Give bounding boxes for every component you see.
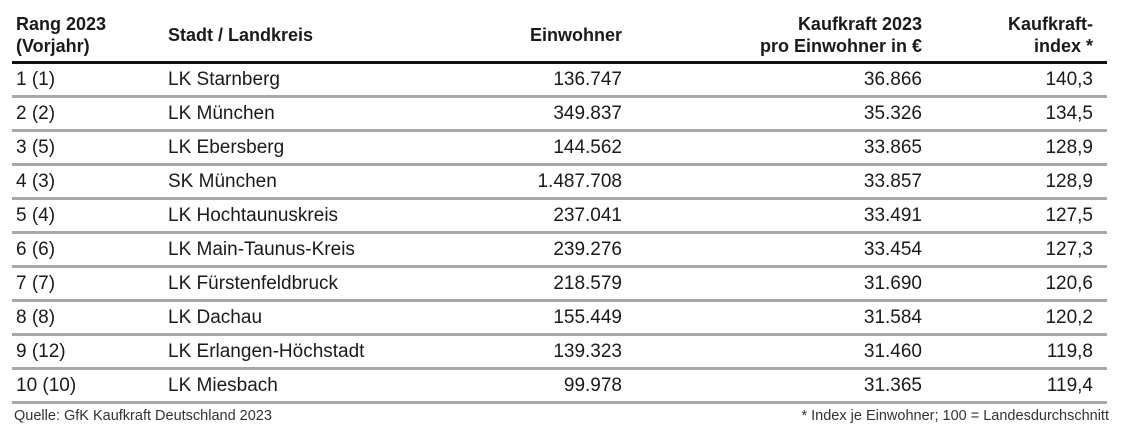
city-cell: LK Starnberg (168, 68, 280, 90)
header-rank-line1: Rang 2023 (16, 13, 107, 34)
kaufkraft-cell: 33.857 (863, 170, 922, 192)
header-index-line2: index * (1033, 35, 1093, 56)
city-cell: LK Main-Taunus-Kreis (168, 238, 355, 260)
kaufkraft-cell: 31.365 (863, 374, 922, 396)
kaufkraft-cell: 35.326 (863, 102, 922, 124)
rank-cell: 7 (7) (16, 272, 56, 294)
index-cell: 128,9 (1045, 170, 1093, 192)
index-footnote: * Index je Einwohner; 100 = Landesdurchs… (801, 408, 1109, 424)
rank-cell: 8 (8) (16, 306, 56, 328)
kaufkraft-cell: 36.866 (863, 68, 922, 90)
header-index-line1: Kaufkraft- (1007, 13, 1093, 34)
header-rank-line2: (Vorjahr) (16, 35, 90, 56)
index-cell: 120,6 (1045, 272, 1093, 294)
table-row: 7 (7) LK Fürstenfeldbruck 218.579 31.690 120… (12, 268, 1107, 302)
population-cell: 144.562 (553, 136, 622, 158)
rank-cell: 9 (12) (16, 340, 66, 362)
city-cell: LK Dachau (168, 306, 263, 328)
header-population: Einwohner (482, 8, 622, 61)
city-cell: LK Erlangen-Höchstadt (168, 340, 365, 362)
table-row: 6 (6) LK Main-Taunus-Kreis 239.276 33.454 12… (12, 234, 1107, 268)
kaufkraft-cell: 33.454 (863, 238, 922, 260)
source-note: Quelle: GfK Kaufkraft Deutschland 2023 (14, 408, 272, 424)
header-kaufkraft: Kaufkraft 2023 pro Einwohner in € (622, 8, 922, 61)
population-cell: 136.747 (553, 68, 622, 90)
table-row: 8 (8) LK Dachau 155.449 31.584 120,2 (12, 302, 1107, 336)
city-cell: LK Miesbach (168, 374, 278, 396)
rank-cell: 1 (1) (16, 68, 56, 90)
kaufkraft-cell: 31.690 (863, 272, 922, 294)
table-row: 1 (1) LK Starnberg 136.747 36.866 140,3 (12, 64, 1107, 98)
population-cell: 99.978 (563, 374, 622, 396)
header-rank: Rang 2023 (Vorjahr) (12, 8, 162, 61)
rank-cell: 4 (3) (16, 170, 56, 192)
city-cell: LK Fürstenfeldbruck (168, 272, 339, 294)
header-kaufkraft-line1: Kaufkraft 2023 (797, 13, 922, 34)
header-kaufkraft-line2: pro Einwohner in € (759, 35, 922, 56)
header-city: Stadt / Landkreis (162, 8, 482, 61)
index-cell: 127,3 (1045, 238, 1093, 260)
kaufkraft-cell: 31.460 (863, 340, 922, 362)
table-body: 1 (1) LK Starnberg 136.747 36.866 140,3 2 (2)… (12, 64, 1107, 404)
index-cell: 127,5 (1045, 204, 1093, 226)
kaufkraft-table: Rang 2023 (Vorjahr) Stadt / Landkreis Ei… (12, 8, 1107, 404)
population-cell: 239.276 (553, 238, 622, 260)
index-cell: 120,2 (1045, 306, 1093, 328)
index-cell: 140,3 (1045, 68, 1093, 90)
index-cell: 134,5 (1045, 102, 1093, 124)
index-cell: 119,4 (1046, 374, 1093, 396)
city-cell: SK München (168, 170, 277, 192)
population-cell: 218.579 (553, 272, 622, 294)
kaufkraft-cell: 31.584 (863, 306, 922, 328)
table-footer: Quelle: GfK Kaufkraft Deutschland 2023 *… (14, 408, 1109, 424)
rank-cell: 10 (10) (16, 374, 77, 396)
rank-cell: 5 (4) (16, 204, 56, 226)
header-index: Kaufkraft- index * (922, 8, 1097, 61)
table-row: 9 (12) LK Erlangen-Höchstadt 139.323 31.460… (12, 336, 1107, 370)
kaufkraft-cell: 33.491 (863, 204, 922, 226)
table-row: 4 (3) SK München 1.487.708 33.857 128,9 (12, 166, 1107, 200)
population-cell: 237.041 (553, 204, 622, 226)
kaufkraft-cell: 33.865 (863, 136, 922, 158)
population-cell: 155.449 (553, 306, 622, 328)
table-row: 3 (5) LK Ebersberg 144.562 33.865 128,9 (12, 132, 1107, 166)
population-cell: 139.323 (553, 340, 622, 362)
city-cell: LK Hochtaunuskreis (168, 204, 339, 226)
city-cell: LK Ebersberg (168, 136, 285, 158)
rank-cell: 6 (6) (16, 238, 56, 260)
header-population-label: Einwohner (529, 24, 622, 45)
table-row: 2 (2) LK München 349.837 35.326 134,5 (12, 98, 1107, 132)
city-cell: LK München (168, 102, 275, 124)
population-cell: 1.487.708 (537, 170, 622, 192)
rank-cell: 3 (5) (16, 136, 56, 158)
index-cell: 128,9 (1045, 136, 1093, 158)
table-row: 10 (10) LK Miesbach 99.978 31.365 119,4 (12, 370, 1107, 404)
header-city-label: Stadt / Landkreis (168, 24, 314, 45)
table-row: 5 (4) LK Hochtaunuskreis 237.041 33.491 127,… (12, 200, 1107, 234)
table-header: Rang 2023 (Vorjahr) Stadt / Landkreis Ei… (12, 8, 1107, 64)
population-cell: 349.837 (553, 102, 622, 124)
index-cell: 119,8 (1046, 340, 1093, 362)
rank-cell: 2 (2) (16, 102, 56, 124)
